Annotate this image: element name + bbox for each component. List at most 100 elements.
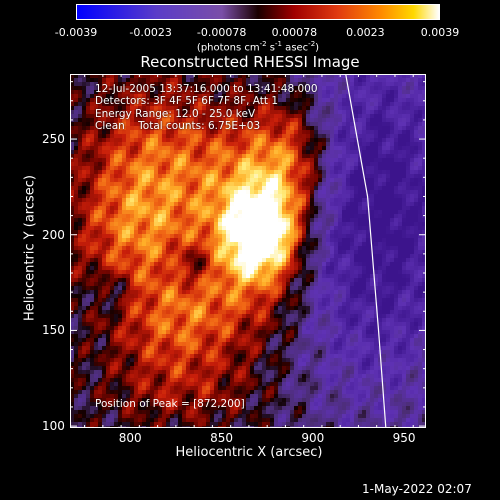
- heatmap-cell: [214, 110, 219, 115]
- heatmap-cell: [286, 78, 291, 83]
- heatmap-cell: [86, 154, 91, 159]
- heatmap-cell: [122, 106, 127, 111]
- heatmap-cell: [70, 182, 75, 187]
- heatmap-cell: [246, 358, 251, 363]
- heatmap-cell: [82, 86, 87, 91]
- heatmap-cell: [130, 354, 135, 359]
- heatmap-cell: [106, 246, 111, 251]
- heatmap-cell: [278, 174, 283, 179]
- heatmap-cell: [154, 286, 159, 291]
- heatmap-cell: [242, 334, 247, 339]
- heatmap-cell: [218, 270, 223, 275]
- heatmap-cell: [130, 258, 135, 263]
- heatmap-cell: [254, 138, 259, 143]
- heatmap-cell: [210, 326, 215, 331]
- heatmap-cell: [138, 298, 143, 303]
- heatmap-cell: [98, 230, 103, 235]
- heatmap-cell: [118, 106, 123, 111]
- heatmap-cell: [290, 262, 295, 267]
- heatmap-cell: [234, 158, 239, 163]
- heatmap-cell: [130, 126, 135, 131]
- heatmap-cell: [162, 258, 167, 263]
- heatmap-cell: [138, 314, 143, 319]
- heatmap-cell: [110, 314, 115, 319]
- heatmap-cell: [162, 378, 167, 383]
- heatmap-cell: [122, 318, 127, 323]
- heatmap-cell: [130, 194, 135, 199]
- heatmap-cell: [278, 310, 283, 315]
- heatmap-cell: [194, 154, 199, 159]
- heatmap-cell: [106, 122, 111, 127]
- heatmap-cell: [206, 334, 211, 339]
- heatmap-cell: [198, 386, 203, 391]
- heatmap-cell: [218, 74, 223, 79]
- heatmap-cell: [182, 238, 187, 243]
- heatmap-cell: [282, 214, 287, 219]
- heatmap-cell: [134, 186, 139, 191]
- heatmap-cell: [174, 158, 179, 163]
- heatmap-cell: [86, 302, 91, 307]
- heatmap-cell: [214, 234, 219, 239]
- heatmap-cell: [70, 346, 75, 351]
- heatmap-cell: [262, 186, 267, 191]
- heatmap-cell: [150, 126, 155, 131]
- heatmap-cell: [158, 382, 163, 387]
- heatmap-cell: [78, 402, 83, 407]
- heatmap-cell: [222, 246, 227, 251]
- heatmap-cell: [278, 290, 283, 295]
- heatmap-cell: [142, 286, 147, 291]
- heatmap-cell: [94, 242, 99, 247]
- heatmap-cell: [154, 378, 159, 383]
- heatmap-cell: [138, 130, 143, 135]
- heatmap-cell: [126, 350, 131, 355]
- heatmap-cell: [166, 374, 171, 379]
- heatmap-cell: [122, 354, 127, 359]
- heatmap-cell: [202, 358, 207, 363]
- heatmap-cell: [250, 162, 255, 167]
- heatmap-cell: [114, 118, 119, 123]
- heatmap-cell: [206, 306, 211, 311]
- heatmap-cell: [126, 282, 131, 287]
- heatmap-cell: [250, 182, 255, 187]
- heatmap-cell: [74, 358, 79, 363]
- heatmap-cell: [122, 110, 127, 115]
- heatmap-cell: [250, 338, 255, 343]
- heatmap-cell: [242, 174, 247, 179]
- heatmap-cell: [82, 330, 87, 335]
- heatmap-cell: [250, 190, 255, 195]
- heatmap-cell: [74, 146, 79, 151]
- heatmap-cell: [106, 222, 111, 227]
- heatmap-cell: [250, 414, 255, 419]
- heatmap-cell: [206, 298, 211, 303]
- heatmap-cell: [194, 342, 199, 347]
- heatmap-cell: [114, 90, 119, 95]
- heatmap-cell: [238, 182, 243, 187]
- heatmap-cell: [162, 110, 167, 115]
- heatmap-cell: [146, 158, 151, 163]
- heatmap-cell: [162, 222, 167, 227]
- heatmap-cell: [170, 298, 175, 303]
- heatmap-cell: [218, 190, 223, 195]
- heatmap-cell: [154, 230, 159, 235]
- heatmap-cell: [162, 94, 167, 99]
- heatmap-cell: [218, 354, 223, 359]
- heatmap-cell: [182, 354, 187, 359]
- heatmap-cell: [186, 366, 191, 371]
- heatmap-cell: [98, 246, 103, 251]
- heatmap-cell: [170, 222, 175, 227]
- heatmap-cell: [82, 282, 87, 287]
- heatmap-cell: [262, 334, 267, 339]
- heatmap-cell: [138, 306, 143, 311]
- heatmap-cell: [246, 186, 251, 191]
- heatmap-cell: [158, 186, 163, 191]
- heatmap-cell: [98, 346, 103, 351]
- heatmap-cell: [186, 246, 191, 251]
- heatmap-cell: [126, 138, 131, 143]
- heatmap-cell: [170, 190, 175, 195]
- heatmap-cell: [186, 262, 191, 267]
- heatmap-cell: [110, 138, 115, 143]
- heatmap-cell: [98, 390, 103, 395]
- heatmap-cell: [130, 218, 135, 223]
- heatmap-cell: [110, 130, 115, 135]
- heatmap-cell: [130, 302, 135, 307]
